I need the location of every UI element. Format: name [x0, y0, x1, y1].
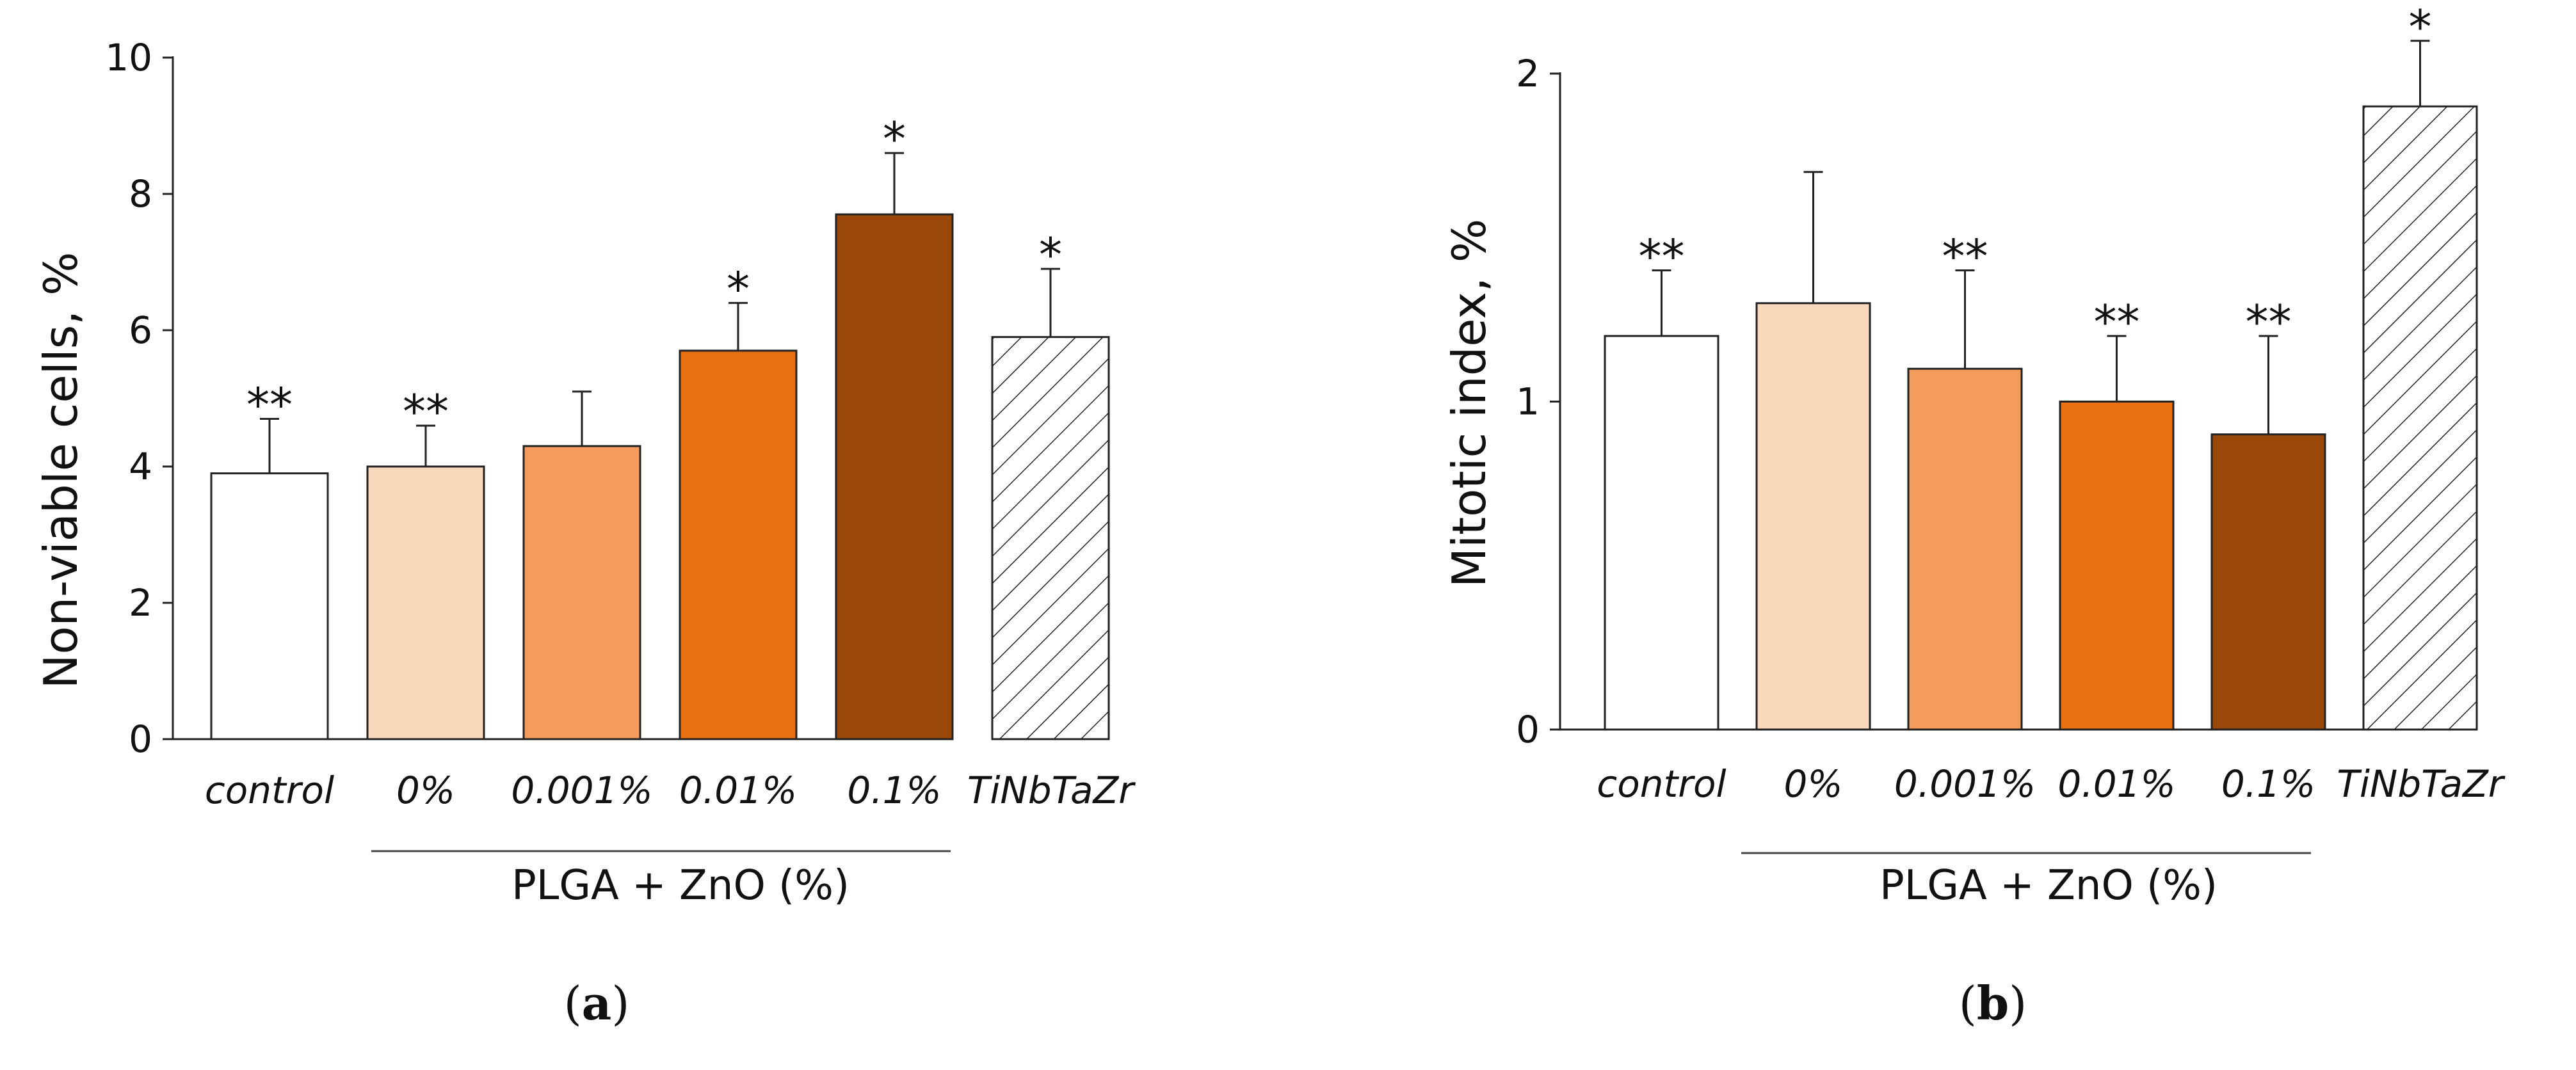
- category-label-b: 0%: [1783, 762, 1842, 806]
- category-label-b: TiNbTaZr: [2337, 762, 2505, 806]
- category-label-a: control: [205, 769, 334, 812]
- significance-label-a: *: [1039, 228, 1062, 282]
- chart-panel-b: Mitotic index, % PLGA + ZnO (%) (b) 0 1 2 *…: [1442, 0, 2506, 1030]
- y-tick-label-a: 2: [129, 581, 152, 625]
- group-label-a: PLGA + ZnO (%): [511, 862, 849, 909]
- y-axis-title-a: Non-viable cells, %: [34, 252, 88, 689]
- bar-a: [679, 349, 798, 740]
- bar-a: [835, 213, 954, 740]
- bar-a: [210, 472, 329, 740]
- y-tick-label-b: 1: [1516, 380, 1540, 424]
- bar-a: [522, 445, 641, 740]
- category-label-a: 0.001%: [511, 769, 652, 812]
- y-tick-label-a: 8: [129, 172, 152, 216]
- significance-label-a: **: [403, 385, 449, 438]
- category-label-a: 0.1%: [847, 769, 941, 812]
- y-tick-label-a: 0: [129, 717, 152, 761]
- category-label-a: 0.01%: [679, 769, 797, 812]
- significance-label-b: **: [2094, 295, 2140, 349]
- panel-label-b: (b): [1959, 976, 2027, 1030]
- significance-label-b: **: [1942, 230, 1988, 283]
- panel-label-a: (a): [564, 976, 630, 1030]
- significance-label-a: *: [727, 262, 750, 315]
- bar-b: [1907, 367, 2023, 731]
- bar-b: [2210, 433, 2326, 731]
- significance-label-a: **: [246, 378, 293, 431]
- bar-b: [1755, 302, 1871, 731]
- category-label-a: 0%: [396, 769, 455, 812]
- bar-a: [366, 465, 485, 740]
- y-tick-label-a: 4: [129, 445, 152, 488]
- category-label-b: 0.1%: [2221, 762, 2315, 806]
- category-label-b: 0.001%: [1894, 762, 2036, 806]
- bar-a: [991, 336, 1110, 740]
- significance-label-a: *: [883, 112, 906, 166]
- bar-b: [2059, 401, 2175, 731]
- significance-label-b: *: [2409, 0, 2432, 54]
- significance-label-b: **: [2246, 295, 2292, 349]
- y-axis-title-b: Mitotic index, %: [1442, 219, 1496, 587]
- y-tick-label-a: 10: [105, 36, 152, 79]
- category-label-a: TiNbTaZr: [967, 769, 1136, 812]
- significance-label-b: **: [1639, 230, 1685, 283]
- y-tick-label-b: 0: [1516, 708, 1540, 751]
- bar-b: [2362, 105, 2478, 731]
- category-label-b: 0.01%: [2057, 762, 2175, 806]
- category-label-b: control: [1597, 762, 1726, 806]
- y-tick-label-b: 2: [1516, 52, 1540, 95]
- group-label-b: PLGA + ZnO (%): [1880, 862, 2218, 909]
- bar-b: [1604, 335, 1719, 731]
- y-tick-label-a: 6: [129, 308, 152, 352]
- chart-panel-a: Non-viable cells, % PLGA + ZnO (%) (a) 0…: [34, 36, 1136, 1030]
